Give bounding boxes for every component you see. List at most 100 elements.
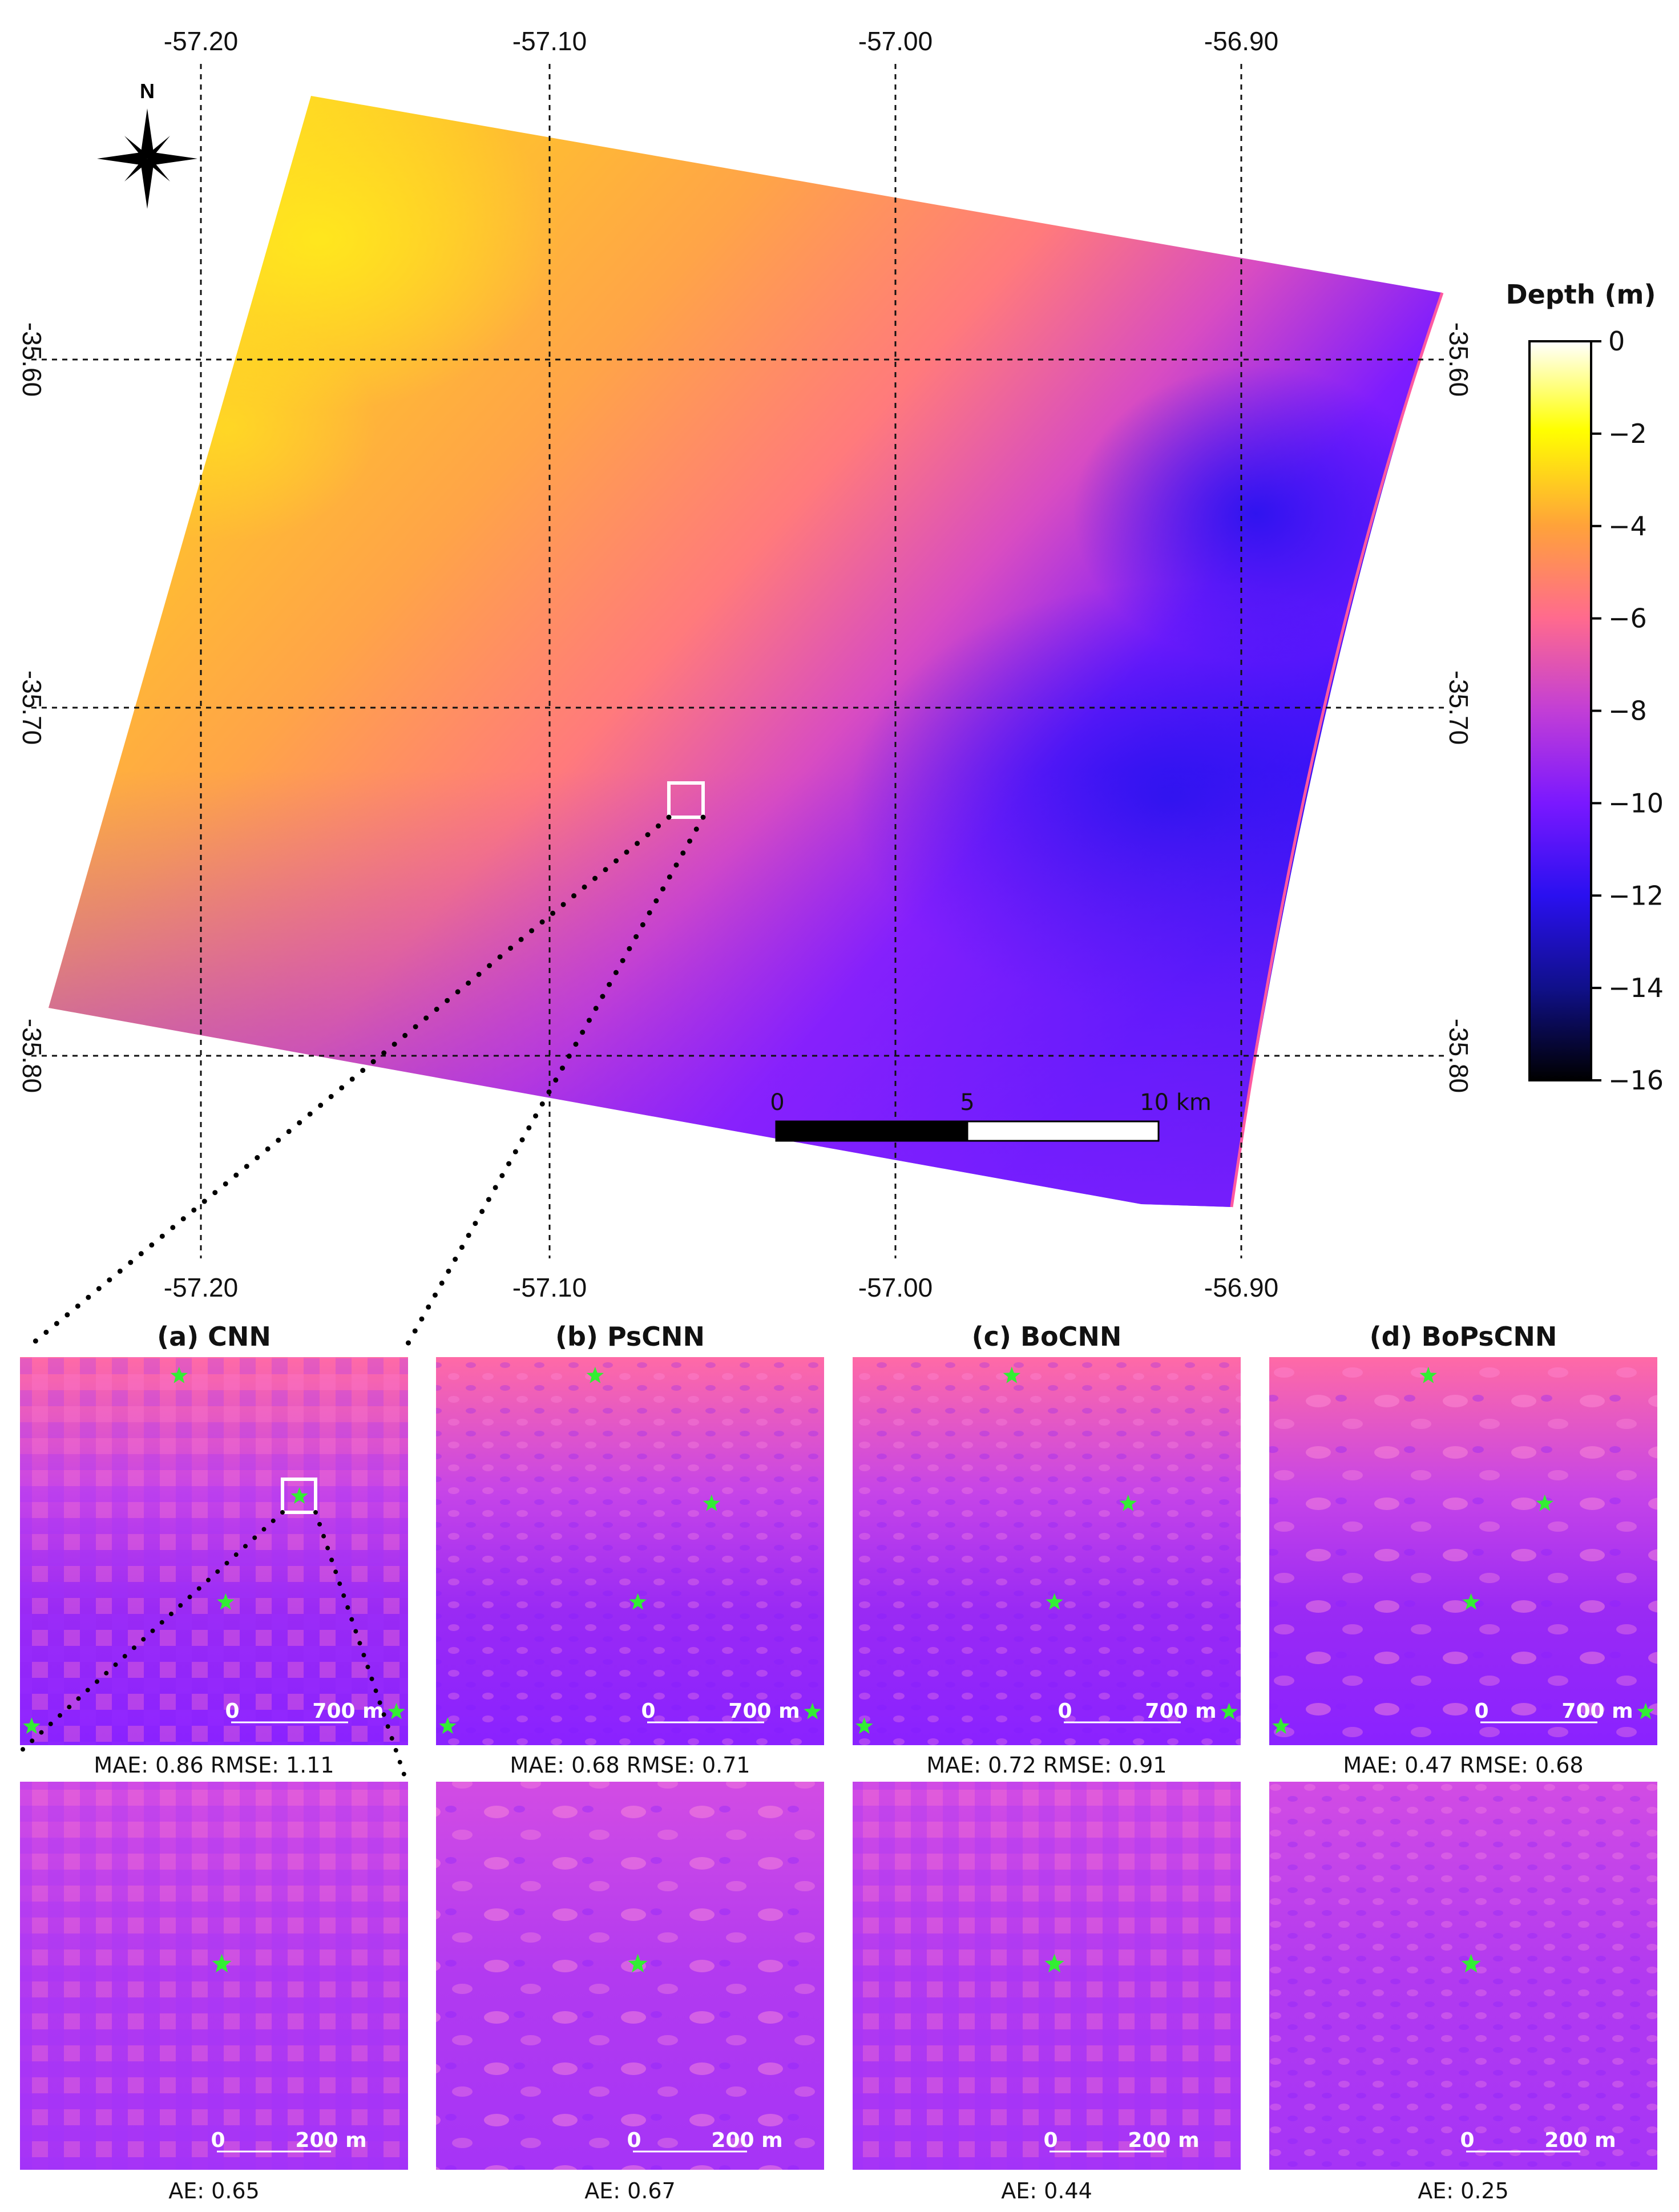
colorbar-tick-label: −14 (1608, 972, 1664, 1003)
inset-scalebar-label: 0 (225, 1700, 239, 1723)
sample-point-star-icon (290, 1487, 308, 1504)
inset-texture (436, 1357, 824, 1745)
scalebar-label: 0 (770, 1089, 784, 1116)
depth-colorbar: Depth (m) 0 −2 −4 −6 −8 −10 −12 −14 −16 (1506, 279, 1664, 1096)
sample-point-star-icon (703, 1494, 720, 1511)
lon-tick-label: -57.00 (858, 26, 933, 56)
latitude-ticks-left: -35.60 -35.70 -35.80 (17, 322, 47, 1093)
panel-title: (b) PsCNN (555, 1321, 705, 1352)
inset-scalebar-label: 200 m (1128, 2129, 1199, 2152)
panel-ae: AE: 0.65 (168, 2178, 260, 2203)
lat-tick-label: -35.60 (17, 322, 47, 397)
inset-texture (1269, 1357, 1657, 1745)
highlight-box-inset (281, 1478, 317, 1514)
lon-tick-label: -57.00 (858, 1273, 933, 1302)
sample-point-star-icon (629, 1593, 647, 1610)
main-bathymetry-map (49, 96, 1444, 1208)
inset-scalebar-label: 0 (1474, 1700, 1488, 1723)
inset-scalebar-label: 0 (211, 2129, 225, 2152)
panel-ae: AE: 0.44 (1001, 2178, 1092, 2203)
latitude-ticks-right: -35.60 -35.70 -35.80 (1444, 322, 1474, 1093)
lon-tick-label: -56.90 (1204, 1273, 1278, 1302)
lat-tick-label: -35.70 (1444, 671, 1474, 745)
sample-point-star-icon (1119, 1494, 1137, 1511)
sample-point-star-icon (439, 1717, 457, 1734)
sample-point-star-icon (170, 1366, 188, 1383)
colorbar-tick-label: −2 (1608, 418, 1647, 449)
sample-point-star-icon (388, 1702, 405, 1719)
sample-point-star-icon (212, 1953, 232, 1973)
inset-zoom-texture (20, 1782, 408, 2170)
inset-scalebar-label: 700 m (312, 1700, 384, 1723)
scalebar-label: 10 km (1140, 1089, 1212, 1116)
method-panel: (b) PsCNN 0 700 m MAE: 0.68 RMSE: 0.71 0 200 … (436, 1321, 824, 2203)
inset-zoom-texture (1269, 1782, 1657, 2170)
inset-scalebar-label: 200 m (295, 2129, 366, 2152)
inset-scalebar-label: 700 m (728, 1700, 800, 1723)
inset-zoom-texture (853, 1782, 1241, 2170)
colorbar-tick-label: −10 (1608, 788, 1664, 818)
sample-point-star-icon (1419, 1366, 1437, 1383)
colorbar-title: Depth (m) (1506, 279, 1656, 310)
inset-scalebar-label: 700 m (1145, 1700, 1216, 1723)
lat-tick-label: -35.80 (17, 1019, 47, 1093)
sample-point-star-icon (1044, 1953, 1064, 1973)
method-panel: (d) BoPsCNN 0 700 m MAE: 0.47 RMSE: 0.68 0 20… (1269, 1321, 1657, 2203)
lon-tick-label: -57.10 (512, 26, 587, 56)
sample-point-star-icon (1536, 1494, 1553, 1511)
panel-ae: AE: 0.67 (584, 2178, 676, 2203)
colorbar-tick-label: −16 (1608, 1065, 1664, 1096)
sample-point-star-icon (1272, 1717, 1290, 1734)
inset-scalebar-label: 200 m (711, 2129, 782, 2152)
zoom-connector-line (19, 1510, 285, 1753)
lon-tick-label: -57.20 (164, 26, 238, 56)
sample-point-star-icon (586, 1366, 604, 1383)
lon-tick-label: -56.90 (1204, 26, 1278, 56)
method-panel: (a) CNN 0 700 m MAE: 0.86 RMSE: 1.11 0 200 m A… (19, 1321, 408, 2203)
inset-zoom-texture (436, 1782, 824, 2170)
colorbar-tick-label: 0 (1608, 326, 1625, 357)
lon-tick-label: -57.20 (164, 1273, 238, 1302)
inset-texture (20, 1357, 408, 1745)
colorbar-tick-label: −4 (1608, 511, 1647, 542)
sample-point-star-icon (855, 1717, 873, 1734)
lat-tick-label: -35.60 (1444, 322, 1474, 397)
panel-title: (d) BoPsCNN (1370, 1321, 1557, 1352)
colorbar-tick-label: −12 (1608, 880, 1664, 911)
sample-point-star-icon (804, 1702, 821, 1719)
lat-tick-label: -35.70 (17, 671, 47, 745)
inset-scalebar-label: 0 (627, 2129, 641, 2152)
longitude-ticks-top: -57.20 -57.10 -57.00 -56.90 (164, 26, 1278, 56)
panel-metrics: MAE: 0.47 RMSE: 0.68 (1343, 1753, 1583, 1778)
highlight-box-main (667, 781, 705, 819)
colorbar-tick-label: −6 (1608, 603, 1647, 634)
zoom-connector-lines (26, 814, 706, 1355)
method-panel: (c) BoCNN 0 700 m MAE: 0.72 RMSE: 0.91 0 200 … (853, 1321, 1241, 2203)
lat-tick-label: -35.80 (1444, 1019, 1474, 1093)
sample-point-star-icon (1462, 1593, 1480, 1610)
colorbar-tick-label: −8 (1608, 696, 1647, 726)
inset-scalebar-label: 200 m (1544, 2129, 1616, 2152)
inset-scalebar-label: 0 (1058, 1700, 1072, 1723)
inset-texture (853, 1357, 1241, 1745)
sample-point-star-icon (1220, 1702, 1238, 1719)
lon-tick-label: -57.10 (512, 1273, 587, 1302)
panel-metrics: MAE: 0.72 RMSE: 0.91 (926, 1753, 1167, 1778)
inset-scalebar-label: 700 m (1561, 1700, 1633, 1723)
north-arrow-icon: N (97, 79, 197, 209)
inset-scalebar-label: 0 (641, 1700, 655, 1723)
longitude-ticks-bottom: -57.20 -57.10 -57.00 -56.90 (164, 1273, 1278, 1302)
panel-ae: AE: 0.25 (1418, 2178, 1509, 2203)
panel-metrics: MAE: 0.86 RMSE: 1.11 (94, 1753, 334, 1778)
north-label: N (140, 79, 155, 103)
sample-point-star-icon (1637, 1702, 1654, 1719)
sample-point-star-icon (1461, 1953, 1481, 1973)
sample-point-star-icon (217, 1593, 235, 1610)
scale-bar: 0 5 10 km (770, 1089, 1212, 1142)
scalebar-label: 5 (960, 1089, 974, 1116)
panel-title: (a) CNN (157, 1321, 271, 1352)
graticule (31, 64, 1448, 1258)
sample-point-star-icon (1003, 1366, 1020, 1383)
inset-scalebar-label: 0 (1043, 2129, 1058, 2152)
